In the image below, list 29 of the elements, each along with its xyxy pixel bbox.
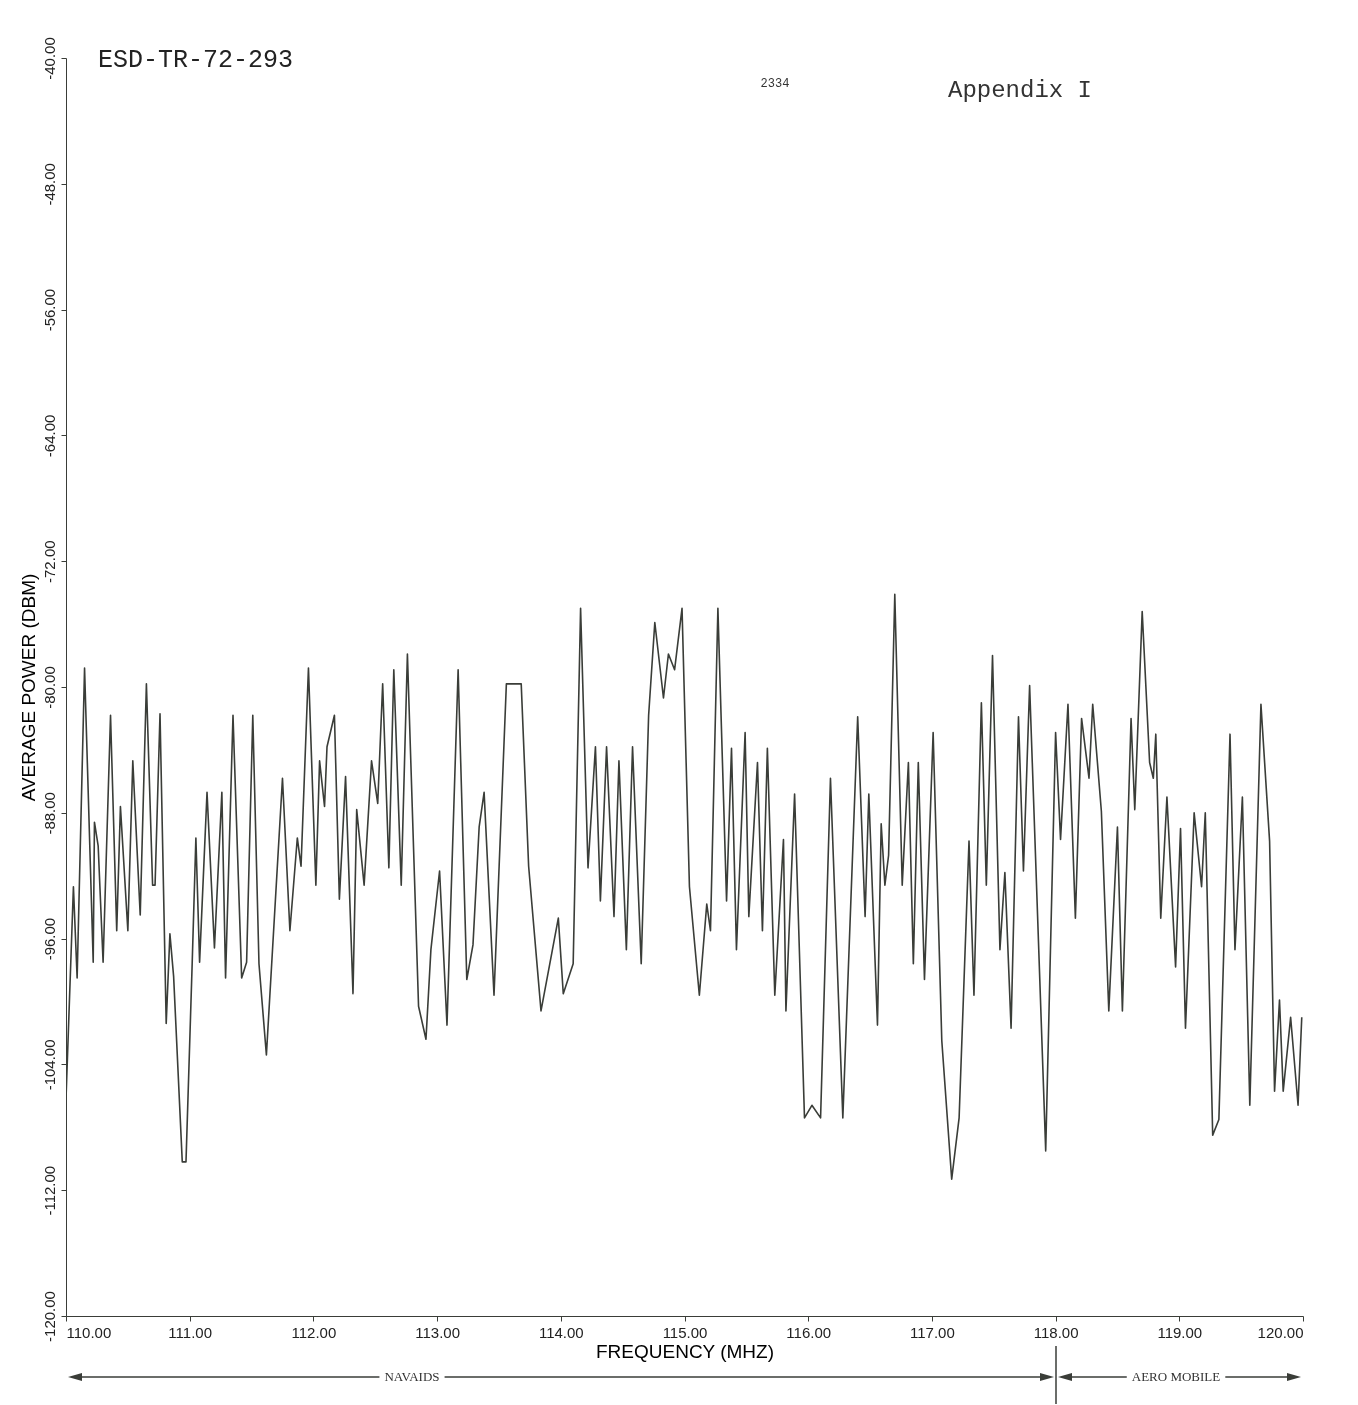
y-tick-label: -72.00: [40, 540, 58, 583]
y-tick-label: -112.00: [40, 1165, 58, 1216]
text: NAVAIDS: [384, 1369, 440, 1384]
x-tick-label: 110.00: [66, 1323, 112, 1341]
x-axis-title: FREQUENCY (MHZ): [595, 1340, 775, 1362]
x-tick-label: 113.00: [415, 1323, 460, 1341]
x-tick-label: 112.00: [291, 1323, 337, 1341]
x-tick-label: 116.00: [786, 1323, 832, 1341]
text: AERO MOBILE: [1131, 1369, 1221, 1384]
x-tick-label: 114.00: [538, 1323, 584, 1341]
y-tick-label: -88.00: [40, 792, 58, 835]
y-tick-label: -48.00: [40, 163, 58, 206]
annotation: Appendix I: [947, 77, 1093, 104]
y-tick-label: -64.00: [40, 414, 58, 458]
y-axis-title: AVERAGE POWER (DBM): [17, 573, 39, 802]
x-tick-label: 111.00: [168, 1323, 213, 1341]
annotation: 2334: [760, 77, 790, 91]
x-tick-label: 119.00: [1157, 1323, 1203, 1341]
chart-title: ESD-TR-72-293: [98, 45, 294, 75]
y-tick-label: -56.00: [40, 288, 58, 332]
y-tick-label: -96.00: [40, 917, 58, 961]
x-tick-label: 115.00: [662, 1323, 708, 1341]
x-tick-label: 118.00: [1033, 1323, 1079, 1341]
y-tick-label: -80.00: [40, 666, 58, 709]
x-tick-label: 117.00: [910, 1323, 955, 1341]
y-tick-label: -120.00: [40, 1291, 58, 1342]
y-tick-label: -40.00: [40, 37, 58, 80]
y-tick-label: -104.00: [40, 1039, 58, 1091]
x-tick-label: 120.00: [1257, 1323, 1304, 1341]
